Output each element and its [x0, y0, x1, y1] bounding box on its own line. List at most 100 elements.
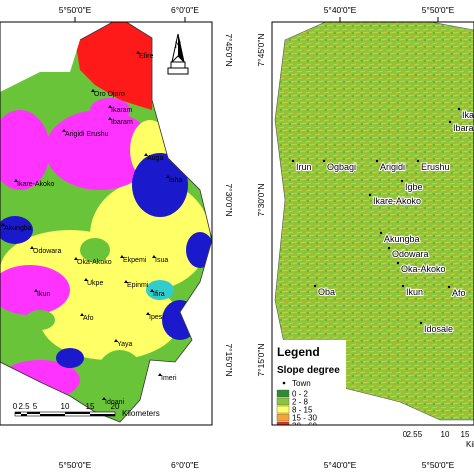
legend-swatch [276, 389, 290, 398]
town-marker [108, 117, 112, 120]
town-label: Afo [452, 288, 466, 298]
town-label: Oka-Akoko [401, 264, 446, 274]
town-marker [120, 255, 124, 258]
town-marker [91, 89, 95, 92]
town-label: Ifira [153, 291, 165, 298]
town-marker [34, 289, 38, 292]
longitude-label: 5°50'0"E [422, 460, 455, 470]
town-label: Erushu [421, 162, 450, 172]
latitude-label: 7°15'0"N [256, 343, 266, 376]
town-label: Isua [155, 257, 168, 264]
town-marker [62, 129, 66, 132]
town-label: Ibaram [111, 119, 133, 126]
town-marker [14, 179, 18, 182]
town-label: Imeri [161, 375, 177, 382]
town-label: Yaya [117, 341, 133, 348]
town-marker [158, 373, 162, 376]
town-marker [146, 312, 150, 315]
town-marker [80, 313, 84, 316]
town-label: Idosale [424, 324, 453, 334]
town-label: Ekpemi [123, 257, 147, 264]
scale-label: 2.5 [18, 402, 30, 411]
town-marker [419, 321, 423, 325]
latitude-label: 7°45'0"N [256, 33, 266, 66]
town-label: Ikare-Akoko [17, 181, 54, 188]
town-marker [457, 107, 461, 111]
latitude-label: 7°45'0"N [224, 33, 234, 66]
town-marker [152, 255, 156, 258]
legend-item: 30 - 60 [292, 422, 317, 431]
town-label: Arigidi [380, 162, 405, 172]
town-label: Ikun [406, 287, 423, 297]
town-label: Ogbagi [327, 162, 356, 172]
town-marker [108, 105, 112, 108]
town-label: Ikun [37, 291, 50, 298]
legend-item: Town [292, 379, 311, 388]
town-marker [74, 257, 78, 260]
town-label: Oba [318, 287, 335, 297]
scale-unit: Kilometers [122, 409, 160, 418]
town-label: Odowara [392, 249, 429, 259]
town-marker [375, 159, 379, 163]
longitude-label: 5°50'0"E [59, 5, 92, 15]
legend-swatch [276, 413, 290, 422]
legend-swatch [276, 421, 290, 425]
legend-item: 15 - 30 [292, 414, 317, 423]
town-label: Ipesi [149, 314, 164, 321]
town-marker [144, 153, 148, 156]
scale-label: 5 [33, 402, 38, 411]
town-marker [447, 285, 451, 289]
longitude-label: 6°0'0"E [171, 5, 199, 15]
legend-swatch [276, 405, 290, 414]
latitude-label: 7°15'0"N [224, 343, 234, 376]
town-marker [368, 193, 372, 197]
town-label: Igbe [405, 182, 423, 192]
town-marker [387, 246, 391, 250]
legend-item: 2 - 8 [292, 398, 309, 407]
town-label: Irun [296, 162, 312, 172]
town-label: Ibaram [453, 123, 474, 133]
longitude-label: 5°40'0"E [324, 460, 357, 470]
town-marker [291, 159, 295, 163]
town-marker [166, 175, 170, 178]
town-label: Ukpe [87, 280, 103, 287]
town-marker [84, 278, 88, 281]
town-marker [313, 284, 317, 288]
scale-label: 0 [13, 402, 18, 411]
town-label: Ikaram [111, 107, 133, 114]
town-label: Epinmi [127, 282, 149, 289]
longitude-label: 6°0'0"E [171, 460, 199, 470]
town-marker [401, 284, 405, 288]
town-marker [150, 289, 154, 292]
latitude-label: 7°30'0"N [224, 183, 234, 216]
scale-label: 0 [403, 430, 408, 439]
legend-subtitle: Slope degree [277, 365, 340, 376]
scale-label: 2.5 [406, 430, 418, 439]
scale-bar [405, 440, 474, 444]
town-marker [400, 179, 404, 183]
scale-unit: Kilometers [466, 440, 474, 449]
town-marker [114, 339, 118, 342]
town-label: Efire [139, 53, 154, 60]
legend-item: 8 - 15 [292, 406, 313, 415]
town-label: Ikaram [462, 110, 474, 120]
town-marker [379, 231, 383, 235]
town-marker [322, 159, 326, 163]
scale-label: 10 [61, 402, 70, 411]
town-marker [448, 120, 452, 124]
town-label: Akungba [4, 225, 32, 232]
town-label: Oka-Akoko [77, 259, 112, 266]
north-arrow: N [167, 33, 189, 75]
legend-town-marker [282, 381, 286, 385]
town-label: Afo [83, 315, 94, 322]
scale-label: 15 [461, 430, 470, 439]
legend-swatch [276, 397, 290, 406]
town-label: Idoani [105, 399, 125, 406]
legend-item: 0 - 2 [292, 390, 309, 399]
longitude-label: 5°50'0"E [59, 460, 92, 470]
latitude-label: 7°30'0"N [256, 183, 266, 216]
